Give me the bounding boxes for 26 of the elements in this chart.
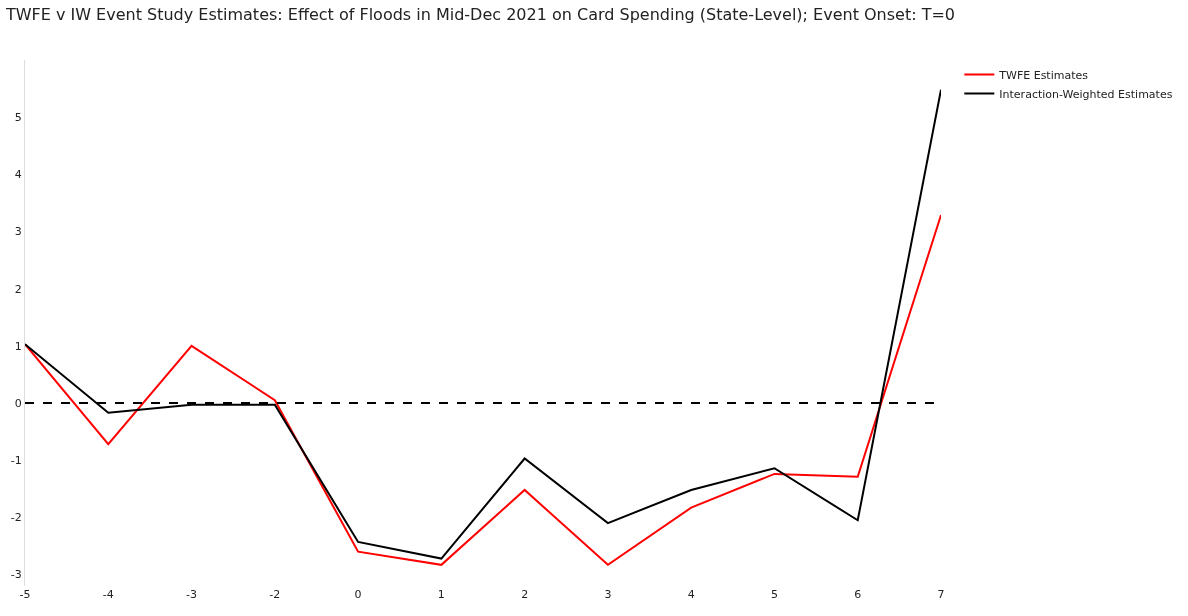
line-series xyxy=(25,88,941,560)
x-tick-label: 5 xyxy=(770,588,778,601)
y-tick-label: 0 xyxy=(14,396,22,410)
y-tick-label: -1 xyxy=(10,454,22,468)
x-tick-label: 1 xyxy=(437,588,445,601)
line-series xyxy=(25,213,941,566)
x-tick-label: 0 xyxy=(354,588,362,601)
x-tick-label: -3 xyxy=(186,588,198,601)
y-tick-label: 2 xyxy=(14,282,22,296)
y-tick-label: 1 xyxy=(14,339,22,353)
x-tick-label: -4 xyxy=(102,588,114,601)
x-tick-label: 7 xyxy=(937,588,945,601)
x-tick-label: 4 xyxy=(687,588,695,601)
x-tick-label: -2 xyxy=(269,588,281,601)
chart-title: TWFE v IW Event Study Estimates: Effect of Floods in Mid-Dec 2021 on Card Spending (State-Level); Event Onset: T=0 xyxy=(4,5,956,25)
y-tick-label: -2 xyxy=(10,511,22,525)
x-tick-label: 2 xyxy=(521,588,529,601)
x-tick-label: 3 xyxy=(604,588,612,601)
x-tick-label: 6 xyxy=(854,588,862,601)
legend-label: TWFE Estimates xyxy=(998,68,1089,82)
y-tick-label: 4 xyxy=(14,168,22,182)
y-tick-label: 3 xyxy=(14,225,22,239)
x-tick-label: -5 xyxy=(19,588,31,601)
y-tick-label: 5 xyxy=(14,111,22,125)
legend-label: Interaction-Weighted Estimates xyxy=(999,87,1173,101)
y-tick-label: -3 xyxy=(10,568,22,582)
